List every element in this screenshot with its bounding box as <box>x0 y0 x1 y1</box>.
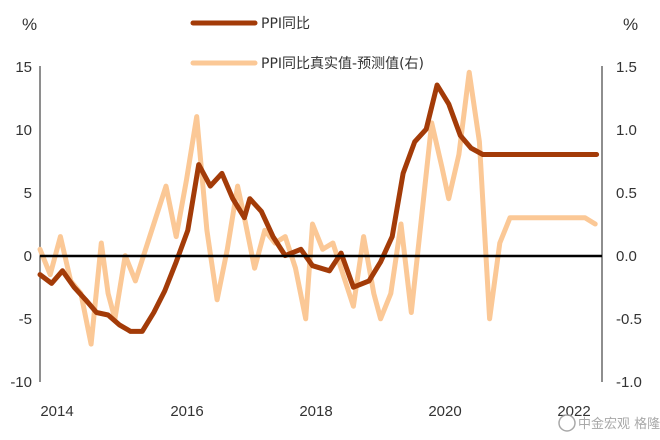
right-axis-ticks: 1.5 1.0 0.5 0.0 -0.5 -1.0 <box>616 59 642 391</box>
x-tick-label: 2020 <box>428 403 461 420</box>
left-tick-label: -10 <box>10 374 32 391</box>
right-tick-label: -1.0 <box>616 374 642 391</box>
legend: PPI同比 PPI同比真实值-预测值(右) <box>190 16 424 72</box>
watermark-text: 中金宏观 格隆汇 <box>578 416 660 432</box>
x-tick-label: 2016 <box>170 403 203 420</box>
series-line-diff-right <box>37 69 598 347</box>
left-tick-label: -5 <box>19 311 32 328</box>
left-tick-label: 15 <box>15 59 32 76</box>
wechat-icon <box>558 414 576 432</box>
right-axis-unit: % <box>623 15 638 34</box>
series-line-ppi-yoy <box>37 82 600 334</box>
series-layer <box>37 69 600 347</box>
x-tick-label: 2014 <box>40 403 73 420</box>
right-tick-label: -0.5 <box>616 311 642 328</box>
legend-label-ppi: PPI同比 <box>261 16 310 32</box>
right-tick-label: 1.0 <box>616 122 637 139</box>
left-tick-label: 5 <box>24 185 32 202</box>
legend-label-diff: PPI同比真实值-预测值(右) <box>261 56 424 72</box>
right-tick-label: 1.5 <box>616 59 637 76</box>
right-tick-label: 0.5 <box>616 185 637 202</box>
x-axis-ticks: 2014 2016 2018 2020 2022 <box>40 403 590 420</box>
watermark: 中金宏观 格隆汇 <box>558 414 660 432</box>
left-axis-unit: % <box>22 15 37 34</box>
left-axis-ticks: 15 10 5 0 -5 -10 <box>10 59 32 391</box>
x-tick-label: 2018 <box>299 403 332 420</box>
left-tick-label: 10 <box>15 122 32 139</box>
left-tick-label: 0 <box>24 248 32 265</box>
right-tick-label: 0.0 <box>616 248 637 265</box>
